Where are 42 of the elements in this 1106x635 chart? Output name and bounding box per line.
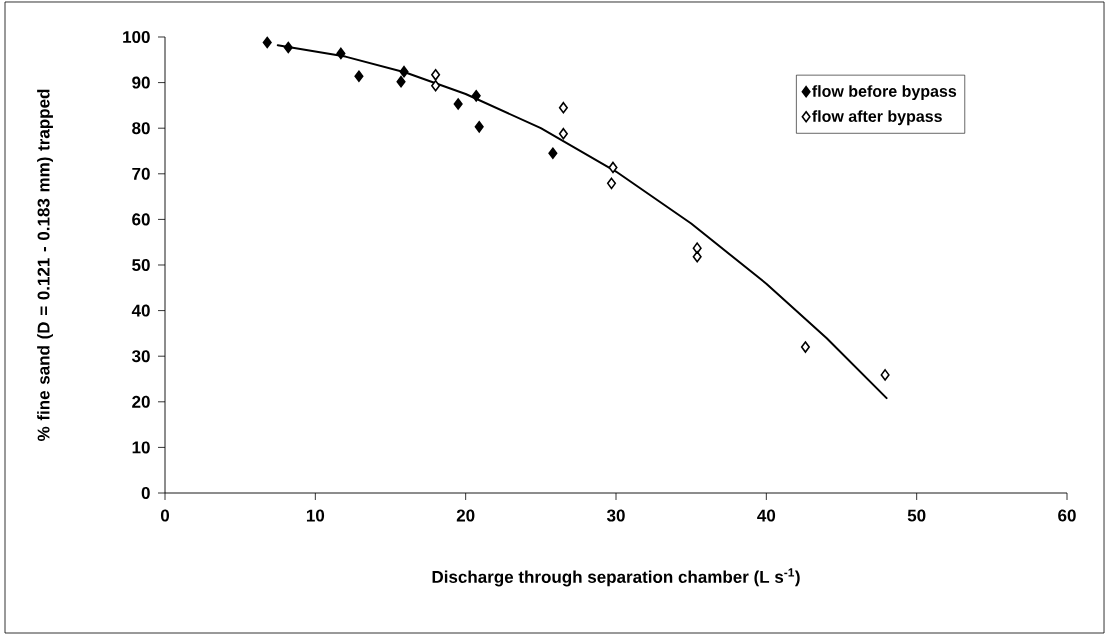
x-tick-label: 10 <box>306 509 325 522</box>
point <box>431 69 441 81</box>
legend-label: flow after bypass <box>812 110 942 126</box>
point <box>558 101 568 114</box>
y-tick-label: 100 <box>123 30 150 44</box>
point <box>262 36 272 49</box>
point <box>453 98 463 110</box>
y-tick-label: 20 <box>132 395 150 408</box>
point <box>471 90 481 102</box>
y-axis-title: % fine sand (D = 0.121 - 0.183 mm) trapped <box>37 89 53 441</box>
point <box>399 65 409 78</box>
y-tick-label: 30 <box>131 350 150 363</box>
x-tick-label: 60 <box>1058 509 1076 522</box>
y-tick-label: 70 <box>132 167 150 180</box>
y-tick-label: 60 <box>132 213 150 226</box>
point <box>692 250 702 263</box>
point <box>800 341 810 353</box>
point <box>880 369 890 381</box>
y-tick-label: 80 <box>132 122 150 135</box>
y-tick-label: 50 <box>132 258 150 272</box>
x-tick-label: 20 <box>456 509 475 522</box>
point <box>606 177 617 190</box>
point <box>558 127 568 140</box>
point <box>692 242 702 254</box>
x-tick-label: 0 <box>160 509 170 522</box>
point <box>608 161 618 174</box>
x-tick-label: 40 <box>757 509 776 522</box>
y-tick-label: 40 <box>131 304 150 317</box>
y-tick-label: 90 <box>132 76 150 89</box>
point <box>548 147 558 160</box>
y-tick-label: 0 <box>141 486 150 500</box>
point <box>283 41 293 54</box>
legend-label: flow before bypass <box>812 85 957 101</box>
y-tick-label: 10 <box>132 441 150 454</box>
point <box>336 47 346 60</box>
point <box>474 121 484 133</box>
point <box>354 70 364 83</box>
x-axis-title: Discharge through separation chamber (L s$^{-1}$) <box>432 568 800 587</box>
point <box>396 75 406 88</box>
x-tick-label: 30 <box>606 509 625 522</box>
point <box>431 79 441 92</box>
x-tick-label: 50 <box>907 509 926 522</box>
